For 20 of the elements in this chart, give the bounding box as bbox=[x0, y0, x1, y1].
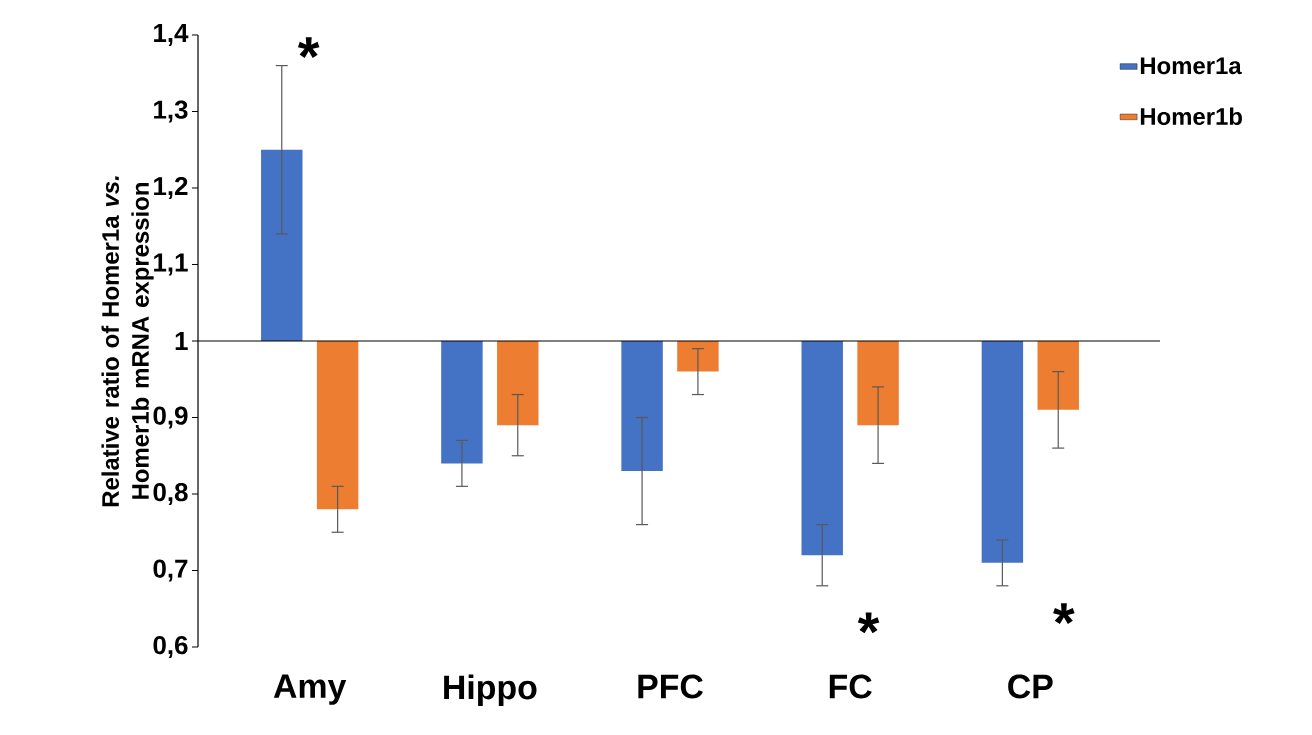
y-tick-label: 1,1 bbox=[154, 253, 188, 276]
y-tick-label: 0,8 bbox=[153, 482, 188, 506]
y-tick-label: 1,3 bbox=[154, 100, 188, 123]
x-tick-label: CP bbox=[1008, 674, 1053, 699]
y-tick-label: 0,6 bbox=[153, 635, 188, 659]
x-tick-label: Amy bbox=[273, 674, 347, 705]
y-tick-label: 1 bbox=[175, 332, 188, 350]
annotation: * bbox=[297, 37, 320, 58]
y-tick-label: 1,2 bbox=[154, 176, 188, 200]
annotation: * bbox=[1053, 603, 1075, 625]
x-tick-label: Hippo bbox=[444, 674, 537, 707]
annotation: * bbox=[857, 612, 880, 634]
y-axis-title: Relative ratio of Homer1a vs. Homer1b mRNA expression bbox=[101, 176, 154, 507]
y-tick-label: 0,9 bbox=[153, 406, 188, 429]
y-tick-label: 0,7 bbox=[153, 559, 188, 582]
x-tick-label: PFC bbox=[638, 674, 703, 699]
x-tick-label: FC bbox=[829, 674, 872, 699]
y-tick-label: 1,4 bbox=[154, 24, 189, 46]
legend-label: Homer1a bbox=[1140, 57, 1242, 75]
legend-label: Homer1b bbox=[1140, 107, 1242, 126]
